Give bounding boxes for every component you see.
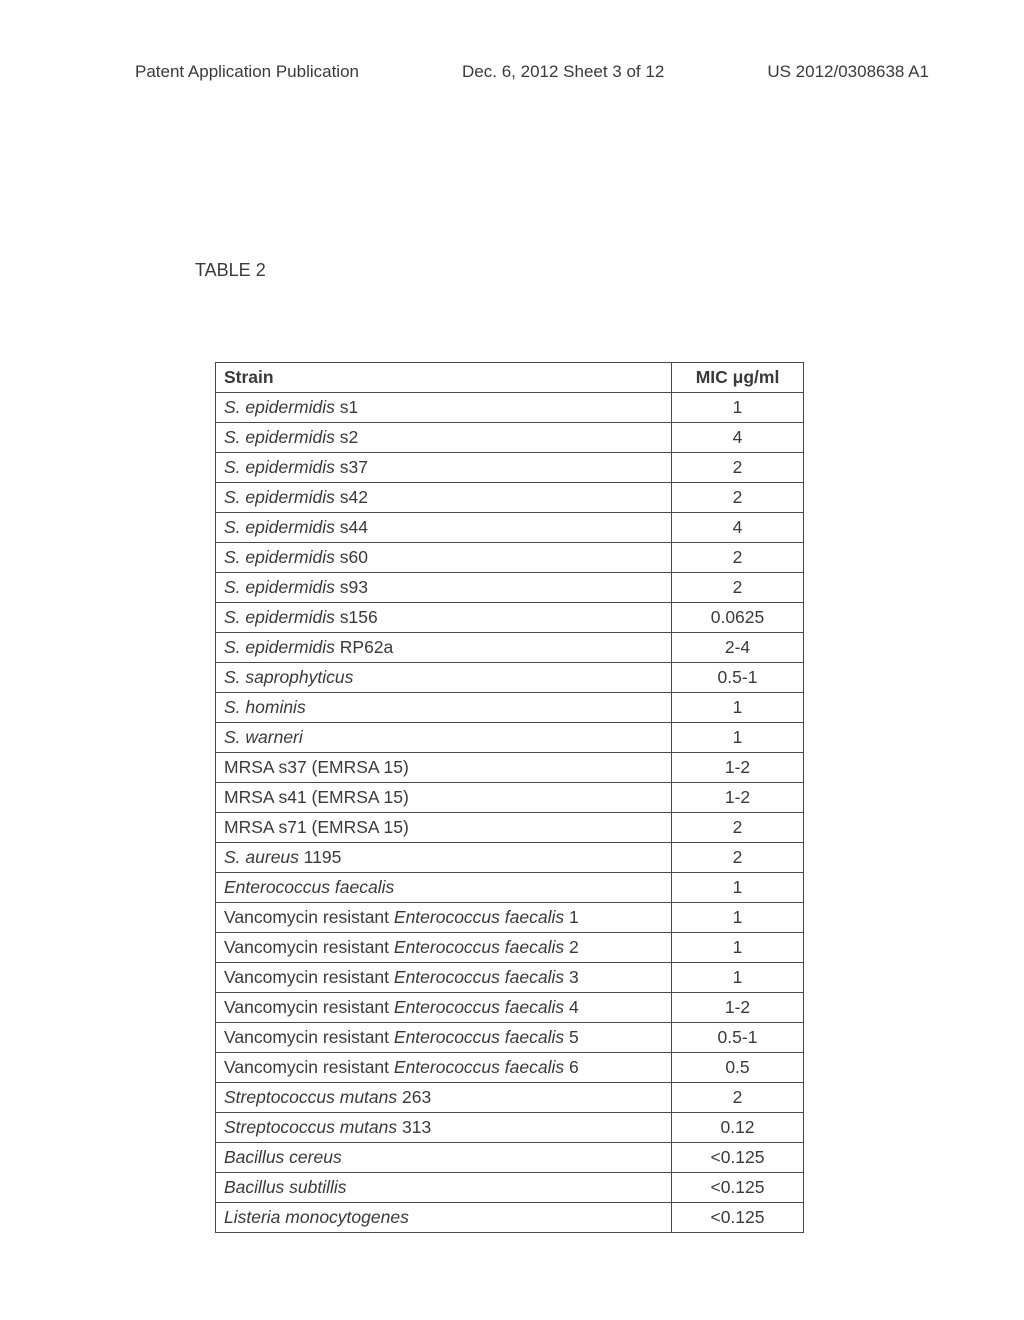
table-row: Vancomycin resistant Enterococcus faecal… xyxy=(216,933,804,963)
header-center: Dec. 6, 2012 Sheet 3 of 12 xyxy=(462,62,664,82)
table-row: S. epidermidis s11 xyxy=(216,393,804,423)
strain-cell: S. epidermidis s93 xyxy=(216,573,672,603)
header-right: US 2012/0308638 A1 xyxy=(767,62,929,82)
strain-cell: S. saprophyticus xyxy=(216,663,672,693)
strain-cell: S. epidermidis s44 xyxy=(216,513,672,543)
strain-cell: S. epidermidis s156 xyxy=(216,603,672,633)
strain-cell: S. epidermidis s1 xyxy=(216,393,672,423)
mic-cell: 1-2 xyxy=(672,753,804,783)
column-header-strain: Strain xyxy=(216,363,672,393)
mic-cell: 2-4 xyxy=(672,633,804,663)
table-row: S. warneri1 xyxy=(216,723,804,753)
strain-cell: Bacillus cereus xyxy=(216,1143,672,1173)
mic-table: Strain MIC μg/ml S. epidermidis s11S. ep… xyxy=(215,362,804,1233)
mic-cell: 0.0625 xyxy=(672,603,804,633)
mic-cell: 2 xyxy=(672,543,804,573)
table-row: MRSA s41 (EMRSA 15)1-2 xyxy=(216,783,804,813)
mic-cell: <0.125 xyxy=(672,1143,804,1173)
table-row: S. epidermidis s422 xyxy=(216,483,804,513)
strain-cell: MRSA s37 (EMRSA 15) xyxy=(216,753,672,783)
strain-cell: S. epidermidis s2 xyxy=(216,423,672,453)
table-row: Vancomycin resistant Enterococcus faecal… xyxy=(216,1023,804,1053)
mic-cell: 1 xyxy=(672,903,804,933)
mic-cell: 1 xyxy=(672,723,804,753)
mic-cell: 1 xyxy=(672,873,804,903)
mic-cell: 2 xyxy=(672,843,804,873)
strain-cell: Vancomycin resistant Enterococcus faecal… xyxy=(216,933,672,963)
strain-cell: Vancomycin resistant Enterococcus faecal… xyxy=(216,1053,672,1083)
table-row: S. epidermidis s932 xyxy=(216,573,804,603)
column-header-mic: MIC μg/ml xyxy=(672,363,804,393)
mic-cell: 2 xyxy=(672,813,804,843)
mic-cell: 0.5 xyxy=(672,1053,804,1083)
mic-cell: 0.5-1 xyxy=(672,1023,804,1053)
table-row: Streptococcus mutans 3130.12 xyxy=(216,1113,804,1143)
strain-cell: Vancomycin resistant Enterococcus faecal… xyxy=(216,963,672,993)
table-row: Vancomycin resistant Enterococcus faecal… xyxy=(216,1053,804,1083)
mic-cell: 1 xyxy=(672,393,804,423)
strain-cell: S. epidermidis s60 xyxy=(216,543,672,573)
header-left: Patent Application Publication xyxy=(135,62,359,82)
table-row: Streptococcus mutans 2632 xyxy=(216,1083,804,1113)
mic-cell: 2 xyxy=(672,483,804,513)
strain-cell: Bacillus subtillis xyxy=(216,1173,672,1203)
table-header-row: Strain MIC μg/ml xyxy=(216,363,804,393)
table-row: S. epidermidis s602 xyxy=(216,543,804,573)
table-row: S. saprophyticus0.5-1 xyxy=(216,663,804,693)
strain-cell: S. hominis xyxy=(216,693,672,723)
table-row: MRSA s37 (EMRSA 15)1-2 xyxy=(216,753,804,783)
strain-cell: MRSA s41 (EMRSA 15) xyxy=(216,783,672,813)
mic-cell: 2 xyxy=(672,573,804,603)
table-container: Strain MIC μg/ml S. epidermidis s11S. ep… xyxy=(215,362,803,1233)
mic-cell: 2 xyxy=(672,1083,804,1113)
strain-cell: Streptococcus mutans 263 xyxy=(216,1083,672,1113)
table-row: S. epidermidis s372 xyxy=(216,453,804,483)
table-label: TABLE 2 xyxy=(195,260,266,281)
mic-cell: <0.125 xyxy=(672,1203,804,1233)
strain-cell: S. epidermidis RP62a xyxy=(216,633,672,663)
mic-cell: 1-2 xyxy=(672,993,804,1023)
mic-cell: 1 xyxy=(672,963,804,993)
mic-cell: 4 xyxy=(672,423,804,453)
table-row: S. hominis1 xyxy=(216,693,804,723)
table-row: Listeria monocytogenes<0.125 xyxy=(216,1203,804,1233)
table-row: S. aureus 11952 xyxy=(216,843,804,873)
mic-cell: 0.12 xyxy=(672,1113,804,1143)
strain-cell: S. epidermidis s37 xyxy=(216,453,672,483)
mic-cell: 0.5-1 xyxy=(672,663,804,693)
mic-cell: 1 xyxy=(672,933,804,963)
mic-cell: 1-2 xyxy=(672,783,804,813)
strain-cell: Vancomycin resistant Enterococcus faecal… xyxy=(216,1023,672,1053)
table-row: Bacillus cereus<0.125 xyxy=(216,1143,804,1173)
table-row: S. epidermidis s1560.0625 xyxy=(216,603,804,633)
table-row: Vancomycin resistant Enterococcus faecal… xyxy=(216,963,804,993)
table-row: Enterococcus faecalis1 xyxy=(216,873,804,903)
table-row: Bacillus subtillis<0.125 xyxy=(216,1173,804,1203)
mic-cell: 2 xyxy=(672,453,804,483)
table-row: S. epidermidis s444 xyxy=(216,513,804,543)
strain-cell: S. epidermidis s42 xyxy=(216,483,672,513)
table-row: S. epidermidis s24 xyxy=(216,423,804,453)
strain-cell: S. aureus 1195 xyxy=(216,843,672,873)
strain-cell: Streptococcus mutans 313 xyxy=(216,1113,672,1143)
mic-cell: <0.125 xyxy=(672,1173,804,1203)
strain-cell: S. warneri xyxy=(216,723,672,753)
table-row: Vancomycin resistant Enterococcus faecal… xyxy=(216,993,804,1023)
table-row: MRSA s71 (EMRSA 15)2 xyxy=(216,813,804,843)
mic-cell: 1 xyxy=(672,693,804,723)
strain-cell: Vancomycin resistant Enterococcus faecal… xyxy=(216,903,672,933)
strain-cell: MRSA s71 (EMRSA 15) xyxy=(216,813,672,843)
page-header: Patent Application Publication Dec. 6, 2… xyxy=(0,62,1024,82)
strain-cell: Vancomycin resistant Enterococcus faecal… xyxy=(216,993,672,1023)
mic-cell: 4 xyxy=(672,513,804,543)
strain-cell: Listeria monocytogenes xyxy=(216,1203,672,1233)
table-row: S. epidermidis RP62a2-4 xyxy=(216,633,804,663)
table-row: Vancomycin resistant Enterococcus faecal… xyxy=(216,903,804,933)
strain-cell: Enterococcus faecalis xyxy=(216,873,672,903)
